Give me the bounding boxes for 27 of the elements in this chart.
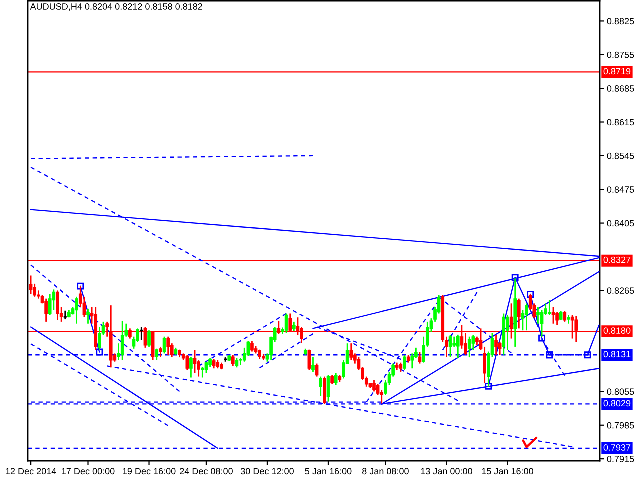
x-tick-label: 12 Dec 2014 [6, 468, 56, 475]
ref-line-label: 0.8029 [604, 400, 631, 407]
y-tick-label: 0.7985 [607, 422, 634, 429]
x-tick-label: 13 Jan 00:00 [421, 468, 472, 475]
y-tick-label: 0.8265 [607, 288, 634, 294]
x-tick-label: 8 Jan 08:00 [362, 468, 409, 475]
chart-title: AUDUSD,H4 0.8204 0.8212 0.8158 0.8182 [30, 4, 202, 11]
y-tick-label: 0.8475 [607, 186, 634, 193]
x-tick-label: 5 Jan 16:00 [305, 468, 352, 475]
y-tick-label: 0.8755 [607, 52, 634, 58]
y-tick-label: 0.8615 [607, 119, 634, 126]
x-tick-label: 24 Dec 08:00 [180, 468, 233, 475]
ref-line-label: 0.7937 [604, 444, 631, 451]
y-tick-label: 0.8055 [607, 388, 634, 396]
y-tick-label: 0.7915 [607, 456, 634, 462]
y-tick-label: 0.8545 [607, 152, 634, 160]
y-tick-label: 0.8825 [607, 18, 634, 25]
x-tick-label: 19 Dec 16:00 [123, 468, 176, 475]
ref-line-label: 0.8719 [604, 68, 631, 75]
ref-line-label: 0.8131 [604, 351, 631, 358]
ref-line-label: 0.8327 [604, 256, 631, 264]
y-tick-label: 0.8405 [607, 220, 634, 227]
y-tick-label: 0.8685 [607, 86, 634, 92]
ref-line-label: 0.8180 [604, 328, 631, 334]
x-tick-label: 15 Jan 16:00 [482, 468, 534, 475]
x-tick-label: 30 Dec 12:00 [240, 468, 294, 475]
x-tick-label: 17 Dec 00:00 [62, 468, 115, 475]
